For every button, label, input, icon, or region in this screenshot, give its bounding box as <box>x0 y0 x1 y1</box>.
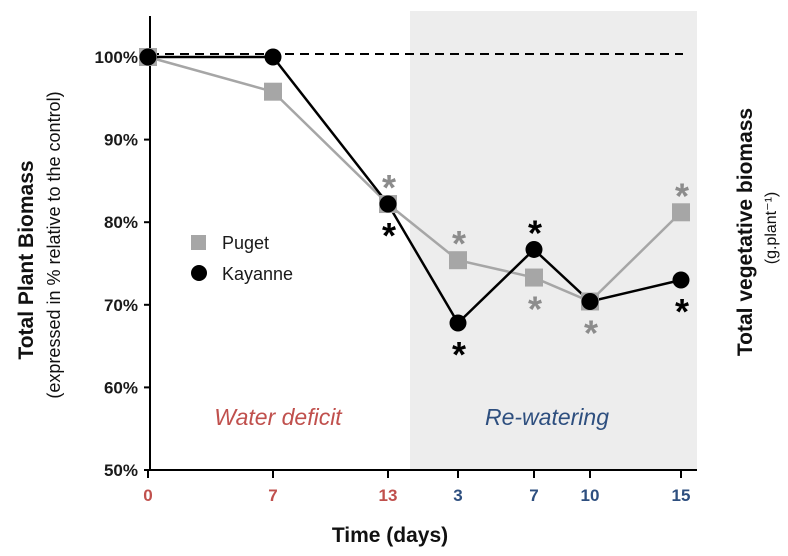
y-axis-title: Total Plant Biomass <box>15 160 38 359</box>
y-tick-label: 60% <box>104 378 138 397</box>
series <box>139 48 690 332</box>
rewatering-label: Re-watering <box>485 404 609 430</box>
legend: Puget Kayanne <box>191 233 293 284</box>
secondary-y-axis-title: Total vegetative biomass <box>734 108 757 356</box>
data-point-puget <box>525 268 543 287</box>
legend-marker-puget <box>191 235 206 250</box>
axes <box>149 16 697 471</box>
x-ticks: 0 7 13 3 7 10 15 <box>143 470 690 505</box>
legend-label-kayanne: Kayanne <box>222 264 293 284</box>
significance-asterisk: * <box>528 212 542 253</box>
significance-asterisk: * <box>452 223 466 264</box>
y-ticks: 50% 60% 70% 80% 90% 100% <box>95 48 150 480</box>
significance-asterisk: * <box>584 312 598 353</box>
x-tick-label: 10 <box>581 486 600 505</box>
legend-label-puget: Puget <box>222 233 269 253</box>
data-point-puget <box>264 82 282 101</box>
x-tick-label: 3 <box>453 486 462 505</box>
significance-markers: * * * * * * * * * <box>382 167 689 375</box>
significance-asterisk: * <box>452 334 466 375</box>
y-tick-label: 70% <box>104 296 138 315</box>
significance-asterisk: * <box>382 167 396 208</box>
y-tick-label: 90% <box>104 131 138 150</box>
secondary-y-axis-unit: (g.plant⁻¹) <box>763 192 780 264</box>
water-deficit-label: Water deficit <box>214 404 343 430</box>
data-point-kayanne <box>139 48 157 66</box>
significance-asterisk: * <box>528 289 542 330</box>
data-point-kayanne <box>525 240 543 258</box>
data-point-kayanne <box>581 292 599 310</box>
data-point-kayanne <box>379 195 397 213</box>
data-point-kayanne <box>449 314 467 332</box>
y-tick-label: 100% <box>95 48 138 67</box>
x-tick-label: 7 <box>268 486 277 505</box>
y-tick-label: 80% <box>104 213 138 232</box>
significance-asterisk: * <box>675 175 689 216</box>
significance-asterisk: * <box>382 215 396 256</box>
significance-asterisk: * <box>675 291 689 332</box>
data-point-puget <box>449 251 467 270</box>
data-point-puget <box>672 203 690 222</box>
rewatering-shaded-region <box>410 11 697 470</box>
y-axis-subtitle: (expressed in % relative to the control) <box>44 91 64 398</box>
x-tick-label: 0 <box>143 486 152 505</box>
data-point-kayanne <box>672 271 690 289</box>
y-tick-label: 50% <box>104 461 138 480</box>
x-axis-title: Time (days) <box>332 524 448 547</box>
legend-marker-kayanne <box>191 265 207 281</box>
x-tick-label: 15 <box>672 486 691 505</box>
x-tick-label: 13 <box>379 486 398 505</box>
data-point-kayanne <box>264 48 282 66</box>
x-tick-label: 7 <box>529 486 538 505</box>
